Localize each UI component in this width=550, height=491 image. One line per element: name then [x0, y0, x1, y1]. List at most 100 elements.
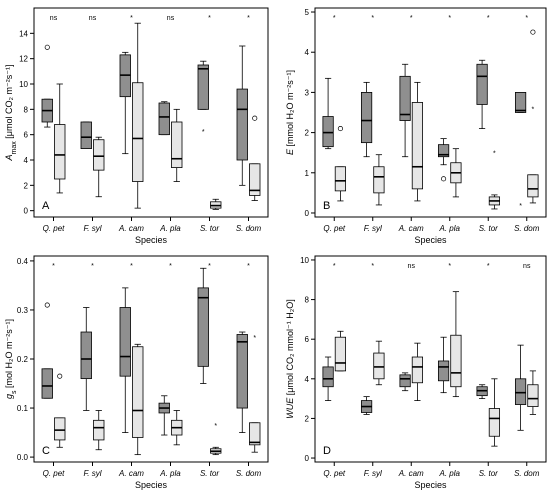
y-tick-label: 6: [305, 335, 310, 344]
y-tick-label: 2: [305, 129, 310, 138]
panel-b: 0 1 2 3 4 5 Q. pet F. syl A. cam A. pla S. tor S. d…: [285, 7, 547, 245]
x-category-label: F. syl: [364, 224, 382, 233]
extreme-point: *: [253, 335, 256, 342]
box-body: [488, 408, 501, 437]
significance-mark: ns: [89, 15, 97, 22]
box-body: [119, 307, 131, 377]
y-tick-label: 1: [305, 169, 310, 178]
y-tick-label: 8: [305, 296, 310, 305]
box-apla-series-2: [450, 148, 462, 198]
y-tick-label: 12: [19, 55, 28, 64]
box-fsyl-series-2: [93, 410, 105, 451]
significance-mark: *: [208, 15, 211, 22]
y-tick-label: 10: [19, 80, 28, 89]
box-body: [399, 75, 411, 121]
box-body: [80, 331, 92, 380]
box-body: [437, 144, 450, 158]
box-acam-series-1: [119, 287, 131, 433]
box-body: [158, 102, 170, 136]
x-category-label: Q. pet: [43, 224, 66, 233]
box-body: [93, 139, 105, 171]
x-category-label: Q. pet: [323, 469, 346, 478]
plot-frame: [33, 255, 269, 463]
extreme-point: *: [202, 129, 205, 136]
box-sdom-series-2: [249, 422, 261, 453]
y-tick-label: 14: [19, 29, 28, 38]
box-stor-series-1: [476, 384, 488, 400]
box-body: [54, 417, 66, 441]
y-tick-label: 0: [305, 209, 310, 218]
box-body: [527, 384, 539, 407]
y-tick-label: 4: [305, 48, 310, 57]
plot-frame: [314, 7, 547, 218]
box-body: [360, 92, 373, 144]
box-acam-series-2: [411, 81, 424, 202]
box-body: [54, 124, 66, 180]
box-body: [527, 174, 539, 198]
y-tick-label: 0.1: [17, 404, 29, 413]
x-category-label: A. cam: [398, 469, 424, 478]
significance-mark: ns: [167, 15, 175, 22]
x-category-label: S. tor: [200, 469, 219, 478]
significance-mark: *: [52, 263, 55, 270]
x-category-label: A. pla: [159, 469, 181, 478]
y-tick-label: 10: [300, 256, 309, 265]
box-body: [171, 121, 183, 168]
y-tick-label: 2: [305, 414, 310, 423]
x-category-label: A. cam: [398, 224, 424, 233]
significance-mark: *: [247, 15, 250, 22]
x-category-label: A. pla: [439, 224, 461, 233]
box-acam-series-1: [399, 372, 411, 392]
panel-letter: B: [323, 200, 330, 212]
box-stor-series-1: [197, 267, 209, 384]
box-qpet-series-1: [41, 98, 53, 128]
box-stor-series-2: [210, 446, 222, 456]
y-tick-label: 2: [24, 181, 29, 190]
box-sdom-series-1: [514, 344, 527, 431]
box-apla-series-2: [450, 291, 462, 398]
significance-mark: ns: [523, 263, 531, 270]
box-stor-series-2: [488, 194, 501, 210]
panel-a: 0 2 4 6 8 10 12 14 Q. pet F. syl A. cam A. pla S. to…: [4, 7, 269, 245]
y-axis-title: Amax [μmol CO₂ m⁻²s⁻¹]: [4, 65, 18, 162]
box-body: [411, 356, 424, 384]
box-body: [373, 166, 385, 194]
plot-frame: [314, 255, 547, 463]
significance-mark: *: [91, 263, 94, 270]
box-apla-series-2: [171, 108, 183, 182]
extreme-point: *: [519, 203, 522, 210]
box-qpet-series-2: [54, 417, 66, 448]
extreme-point: *: [214, 423, 217, 430]
box-sdom-series-1: [514, 92, 527, 113]
box-body: [236, 334, 248, 409]
extreme-point: *: [493, 151, 496, 158]
significance-mark: *: [169, 263, 172, 270]
panel-d: 0 2 4 6 8 10 Q. pet F. syl A. cam A. pla S. tor S. …: [285, 255, 547, 490]
box-acam-series-2: [132, 343, 144, 456]
significance-mark: *: [371, 15, 374, 22]
y-tick-label: 0: [305, 454, 310, 463]
box-body: [334, 166, 347, 192]
box-acam-series-2: [411, 342, 424, 401]
x-category-label: A. cam: [118, 224, 144, 233]
box-stor-series-2: [210, 198, 222, 210]
outlier-point: [57, 373, 63, 379]
x-axis-title: Species: [414, 480, 447, 490]
y-axis-title: WUE [μmol CO₂ mmol⁻¹ H₂O]: [285, 299, 295, 418]
box-acam-series-1: [119, 51, 131, 155]
box-qpet-series-1: [41, 368, 53, 399]
x-category-label: F. syl: [83, 224, 101, 233]
box-body: [132, 82, 144, 182]
box-body: [197, 287, 209, 367]
x-category-label: F. syl: [83, 469, 101, 478]
y-axis-title: E [mmol H₂O m⁻²s⁻¹]: [285, 70, 295, 155]
box-qpet-series-2: [54, 83, 66, 194]
panel-letter: C: [42, 445, 50, 457]
x-category-label: S. tor: [479, 469, 498, 478]
box-apla-series-1: [437, 138, 450, 166]
x-category-label: A. pla: [439, 469, 461, 478]
y-tick-label: 6: [24, 131, 29, 140]
box-fsyl-series-2: [373, 154, 385, 206]
outlier-point: [252, 115, 258, 121]
